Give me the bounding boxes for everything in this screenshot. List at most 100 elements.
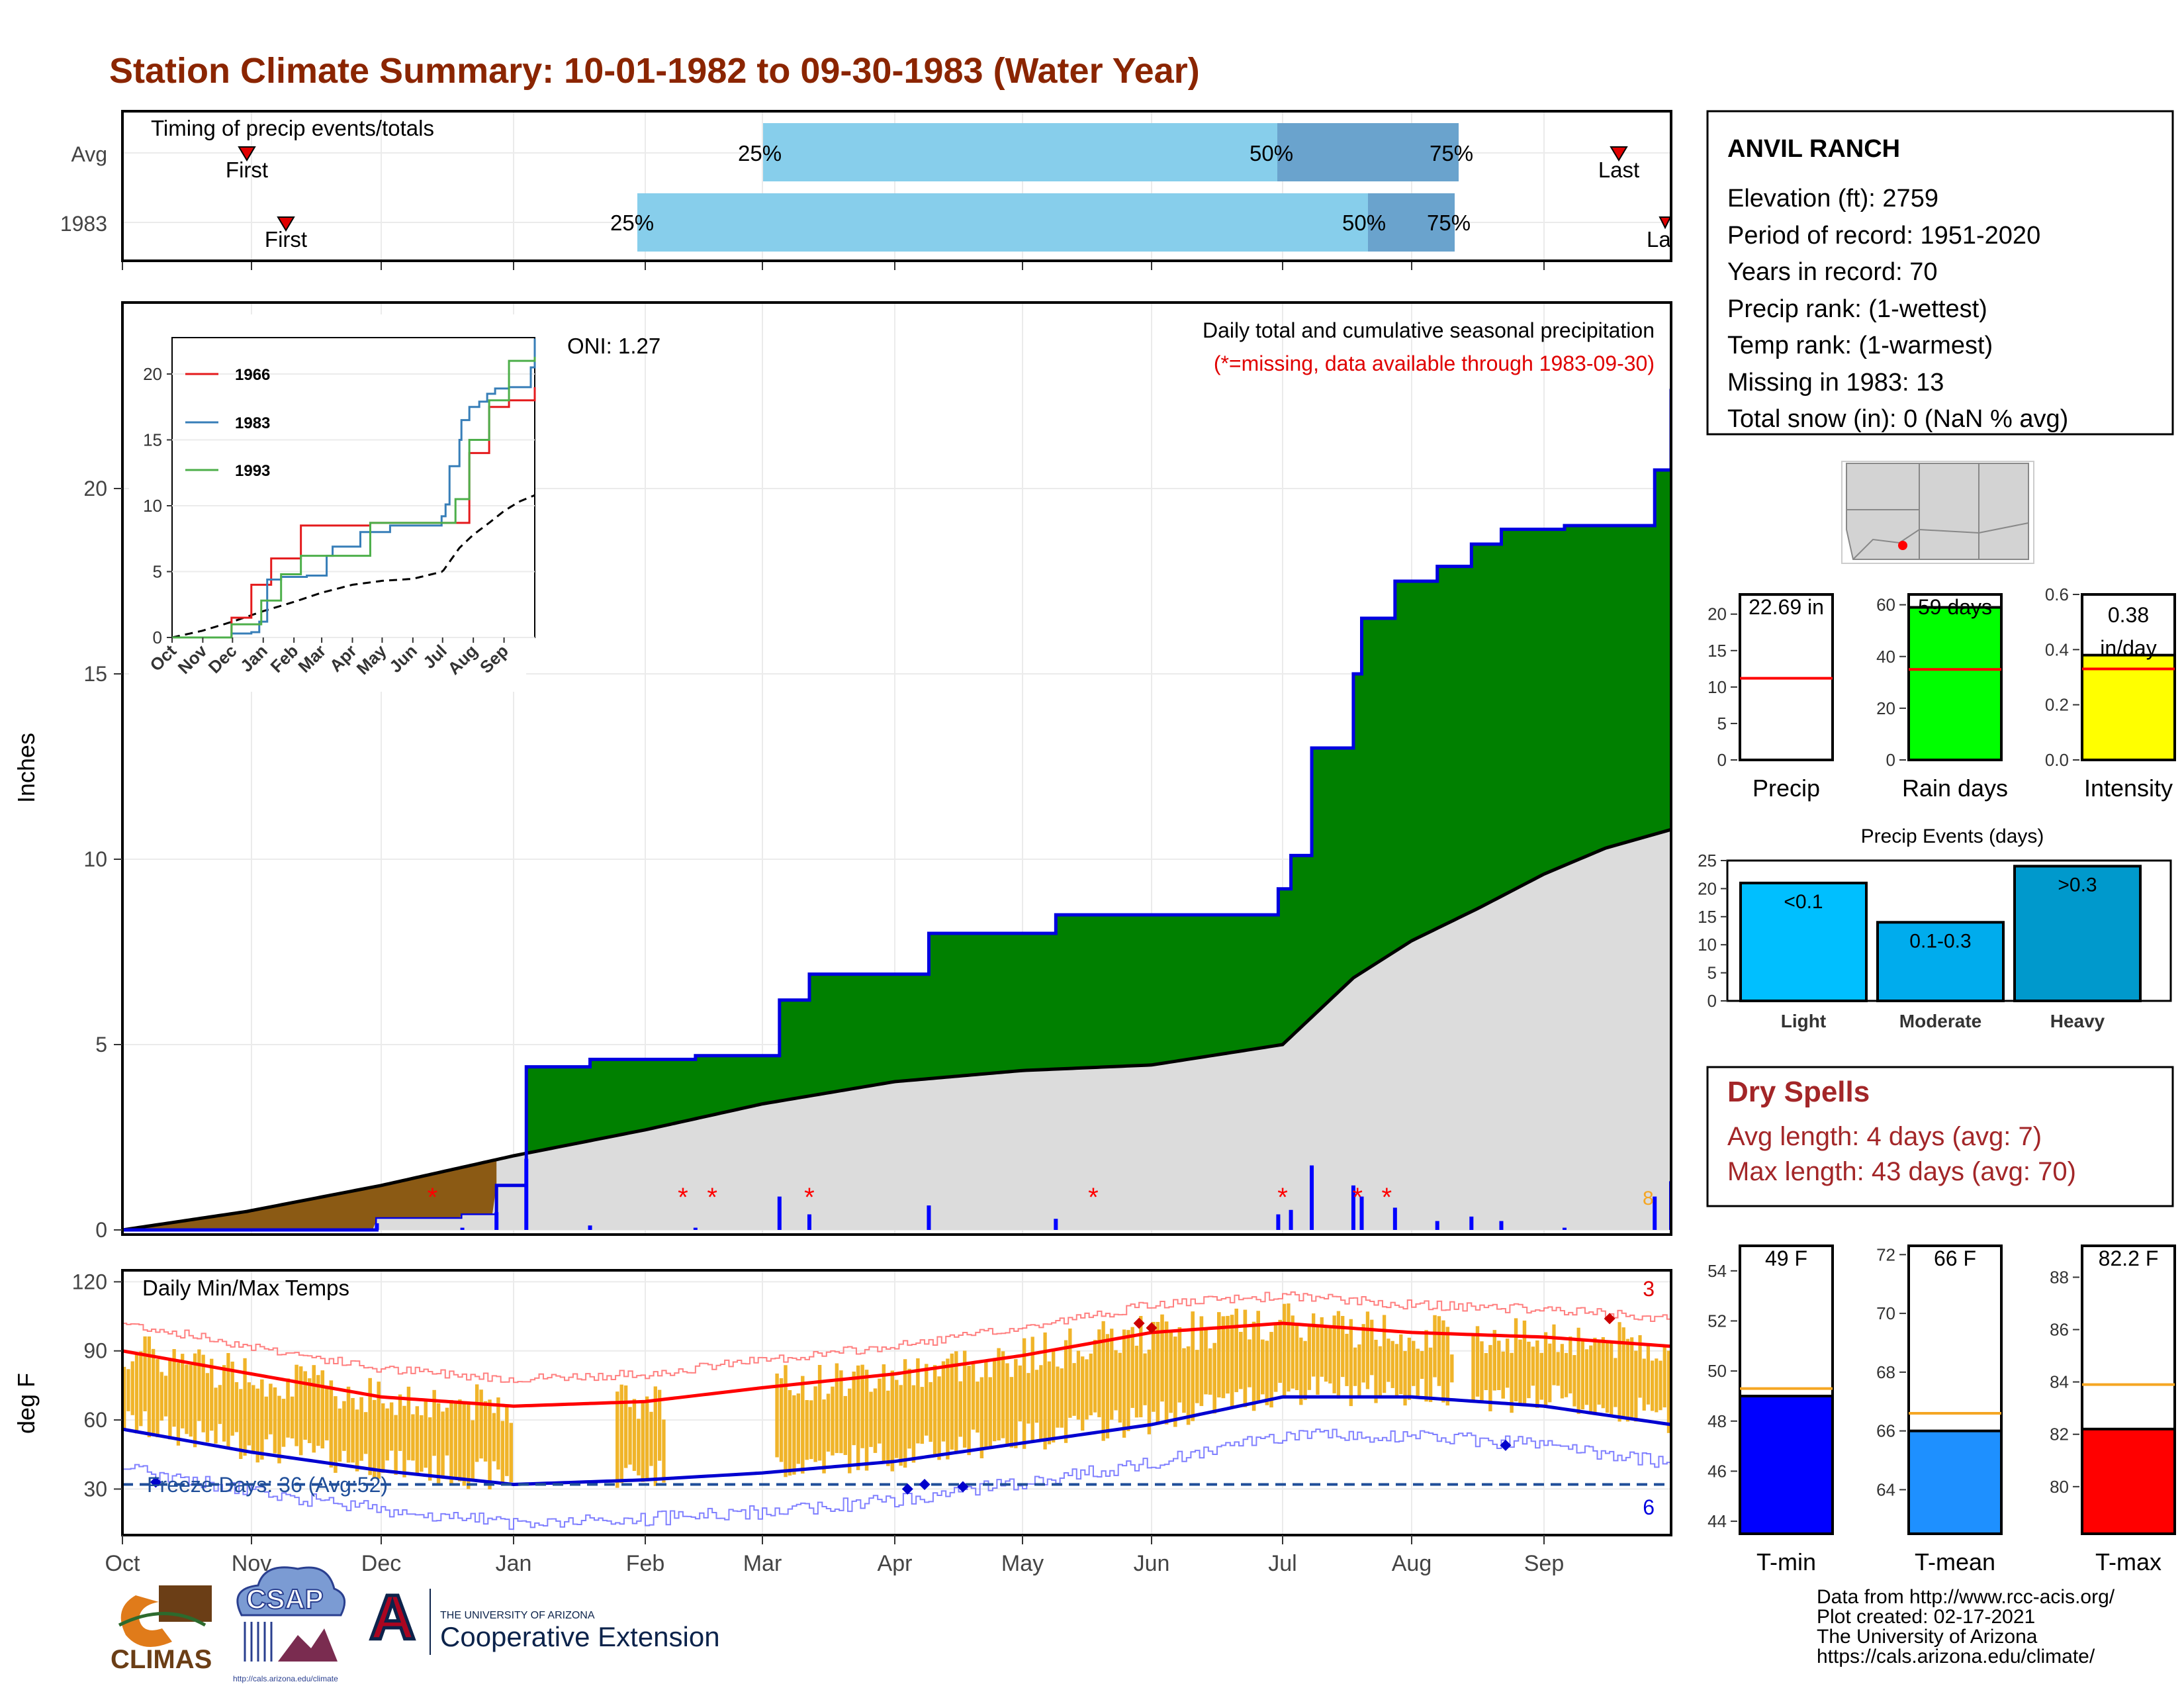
daily-temp-bar	[201, 1354, 205, 1432]
summary-y-tick-label: 82	[2050, 1425, 2069, 1444]
daily-temp-bar	[1662, 1346, 1666, 1408]
avg-first-label: First	[226, 158, 268, 182]
daily-temp-bar	[260, 1379, 264, 1460]
events-category-label: Heavy	[2050, 1011, 2105, 1031]
summary-frame	[2081, 593, 2176, 761]
daily-temp-bar	[445, 1407, 449, 1456]
daily-temp-bar	[775, 1373, 779, 1458]
daily-temp-bar	[197, 1349, 201, 1421]
footer-line2: Plot created: 02-17-2021	[1817, 1606, 2035, 1628]
page-title: Station Climate Summary: 10-01-1982 to 0…	[109, 51, 1200, 91]
precip-y-tick-label: 10	[83, 847, 107, 871]
daily-temp-bar	[1544, 1332, 1548, 1408]
temp-y-tick-label: 120	[72, 1270, 107, 1293]
timing-bar-avg-b	[1277, 123, 1459, 181]
daily-temp-bar	[886, 1390, 890, 1466]
daily-temp-bar	[1312, 1313, 1316, 1377]
record-low-marker	[919, 1478, 931, 1490]
summary-y-tick-label: 46	[1707, 1461, 1727, 1481]
daily-temp-bar	[1251, 1321, 1256, 1411]
daily-temp-bar	[1303, 1340, 1307, 1400]
daily-temp-bar	[1497, 1340, 1501, 1390]
summary-frame	[1907, 1244, 2003, 1535]
daily-temp-bar	[843, 1395, 848, 1456]
daily-temp-bar	[385, 1408, 389, 1461]
inset-y-tick-label: 5	[153, 562, 162, 582]
daily-temp-bar	[1101, 1321, 1105, 1441]
daily-temp-bar	[496, 1397, 500, 1470]
daily-temp-bar	[307, 1378, 312, 1444]
daily-temp-bar	[1256, 1311, 1260, 1403]
daily-temp-bar	[295, 1364, 298, 1446]
summary-frame	[1907, 593, 2003, 761]
daily-temp-bar	[509, 1423, 513, 1483]
daily-temp-bar	[320, 1370, 325, 1449]
daily-temp-bar	[941, 1361, 946, 1442]
daily-precip-bar	[1310, 1165, 1314, 1230]
daily-temp-bars	[122, 1303, 1670, 1489]
summary-y-tick-label: 66	[1876, 1421, 1895, 1441]
daily-temp-bar	[152, 1348, 156, 1435]
events-bar	[1876, 921, 2005, 1003]
summary-y-tick-label: 60	[1876, 595, 1895, 615]
daily-temp-bar	[1134, 1345, 1139, 1418]
record-high-marker	[1146, 1322, 1158, 1334]
csap-logo-url: http://cals.arizona.edu/climate	[233, 1674, 338, 1683]
record-low-marker	[901, 1483, 913, 1495]
daily-temp-bar	[805, 1400, 809, 1460]
daily-temp-bar	[1621, 1327, 1625, 1419]
daily-temp-bar	[1617, 1322, 1621, 1422]
ua-logo-top: THE UNIVERSITY OF ARIZONA	[440, 1610, 595, 1621]
daily-precip-bar	[375, 1223, 379, 1230]
daily-temp-bar	[1026, 1373, 1030, 1424]
daily-temp-bar	[251, 1385, 255, 1452]
daily-temp-bar	[1666, 1350, 1670, 1433]
events-category-label: Moderate	[1899, 1011, 1981, 1031]
precip-y-tick-label: 0	[95, 1218, 107, 1242]
events-y-tick-label: 10	[1698, 935, 1717, 955]
daily-temp-bar	[226, 1352, 230, 1449]
daily-temp-bar	[848, 1388, 852, 1474]
daily-temp-bar	[1655, 1358, 1659, 1413]
daily-precip-bar	[927, 1205, 931, 1230]
events-bar	[1739, 881, 1868, 1003]
daily-temp-bar	[878, 1378, 882, 1444]
events-y-tick-label: 0	[1707, 991, 1717, 1011]
inset-legend-1993: 1993	[235, 462, 270, 480]
timing-row-1983: 1983	[60, 212, 107, 236]
daily-temp-bar	[869, 1391, 873, 1447]
daily-temp-bar	[1345, 1333, 1349, 1386]
daily-temp-bar	[1122, 1329, 1126, 1438]
daily-temp-bar	[316, 1375, 320, 1446]
daily-temp-bar	[1378, 1346, 1382, 1397]
precip-panel: * * * * * * * * Inches 0 5 10 15 20 Daily total and…	[13, 301, 1672, 1242]
daily-temp-bar	[181, 1354, 185, 1429]
daily-temp-bar	[988, 1377, 992, 1448]
daily-temp-bar	[1501, 1351, 1505, 1399]
daily-temp-bar	[1437, 1316, 1441, 1386]
missing-day-marker: *	[1352, 1183, 1363, 1212]
precip-ylabel: Inches	[13, 733, 40, 803]
daily-temp-bar	[428, 1417, 432, 1481]
daily-temp-bar	[1076, 1350, 1081, 1420]
daily-temp-bar	[471, 1420, 475, 1480]
daily-temp-bar	[436, 1403, 441, 1483]
daily-temp-bar	[449, 1399, 453, 1486]
summary-value-label-2: in/day	[2100, 636, 2156, 660]
daily-temp-bar	[415, 1406, 420, 1474]
daily-temp-bar	[1552, 1324, 1556, 1385]
daily-temp-bar	[1527, 1341, 1531, 1399]
daily-temp-bar	[1433, 1315, 1437, 1378]
daily-temp-bar	[338, 1408, 342, 1462]
daily-temp-bar	[359, 1397, 363, 1461]
daily-temp-bar	[1052, 1349, 1056, 1443]
daily-temp-bar	[467, 1404, 471, 1489]
daily-temp-bar	[130, 1361, 134, 1415]
daily-temp-bar	[1114, 1350, 1118, 1411]
daily-temp-bar	[168, 1360, 172, 1440]
precip-y-tick-label: 5	[95, 1033, 107, 1056]
daily-temp-bar	[214, 1387, 218, 1444]
locator-map	[1841, 461, 2034, 564]
avg-max-line	[122, 1321, 1671, 1408]
